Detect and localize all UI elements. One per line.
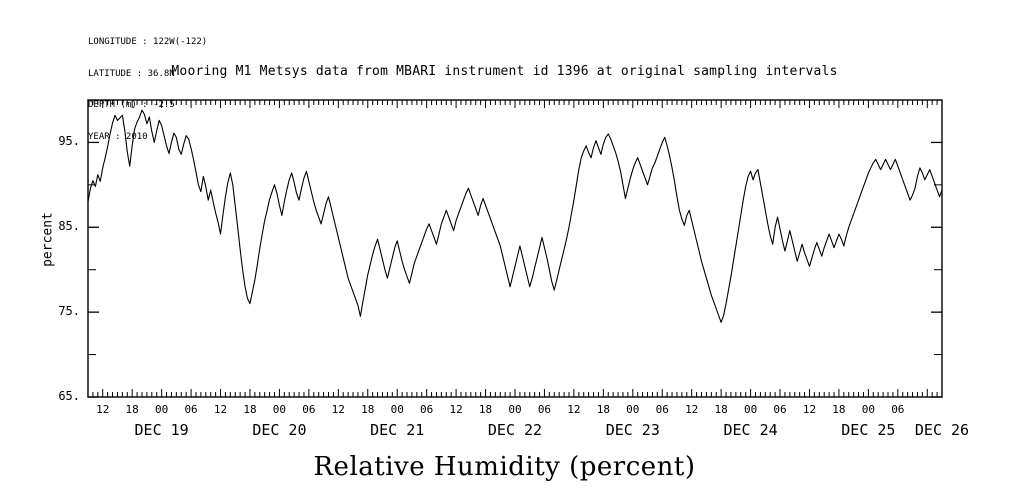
x-tick-label: 00: [861, 403, 875, 416]
x-tick-label: 06: [655, 403, 669, 416]
y-tick-label: 85.: [58, 219, 80, 234]
data-trace: [87, 109, 943, 323]
plot-title: Mooring M1 Metsys data from MBARI instru…: [171, 64, 838, 79]
x-tick-label: 00: [743, 403, 758, 416]
metadata-latitude: LATITUDE : 36.8N: [88, 68, 175, 79]
x-date-label: DEC 24: [723, 421, 778, 439]
x-tick-label: 12: [449, 403, 463, 416]
x-tick-label: 12: [685, 403, 699, 416]
metadata-year: YEAR : 2010: [88, 131, 148, 142]
x-tick-label: 18: [596, 403, 610, 416]
x-tick-label: 12: [213, 403, 228, 416]
x-tick-label: 18: [125, 403, 139, 416]
x-date-label: DEC 26: [914, 421, 970, 439]
x-date-label: DEC 20: [252, 421, 307, 439]
x-tick-label: 12: [567, 403, 581, 416]
x-tick-label: 06: [302, 403, 316, 416]
x-date-label: DEC 19: [134, 421, 189, 439]
x-tick-label: 06: [773, 403, 787, 416]
x-tick-label: 00: [508, 403, 522, 416]
x-tick-label: 12: [96, 403, 110, 416]
x-tick-label: 12: [331, 403, 345, 416]
plot-frame: [87, 99, 943, 398]
x-tick-label: 06: [537, 403, 552, 416]
y-tick-label: 75.: [58, 304, 80, 319]
metadata-longitude: LONGITUDE : 122W(-122): [88, 37, 208, 47]
x-tick-label: 06: [420, 403, 434, 416]
x-date-label: DEC 22: [487, 421, 543, 439]
y-tick-label: 65.: [58, 389, 80, 403]
y-tick-label: 95.: [58, 134, 80, 149]
x-axis-title: Relative Humidity (percent): [313, 452, 696, 482]
x-date-label: DEC 25: [841, 421, 896, 439]
x-date-label: DEC 21: [370, 421, 425, 439]
x-tick-label: 06: [184, 403, 198, 416]
metadata-block: LONGITUDE : 122W(-122) LATITUDE : 36.8N …: [88, 16, 207, 163]
humidity-line: [87, 109, 943, 323]
x-tick-label: 12: [802, 403, 817, 416]
x-tick-label: 00: [154, 403, 169, 416]
x-tick-label: 18: [478, 403, 493, 416]
x-tick-label: 00: [272, 403, 287, 416]
x-tick-label: 06: [891, 403, 905, 416]
metadata-depth: DEPTH (m) : -2.5: [88, 100, 175, 110]
x-tick-label: 18: [714, 403, 728, 416]
axis-ticks: [87, 99, 943, 398]
x-tick-label: 00: [390, 403, 404, 416]
x-tick-label: 18: [243, 403, 257, 416]
x-date-label: DEC 23: [605, 421, 660, 439]
x-tick-label: 00: [626, 403, 640, 416]
x-tick-label: 18: [361, 403, 375, 416]
x-tick-label: 18: [832, 403, 846, 416]
